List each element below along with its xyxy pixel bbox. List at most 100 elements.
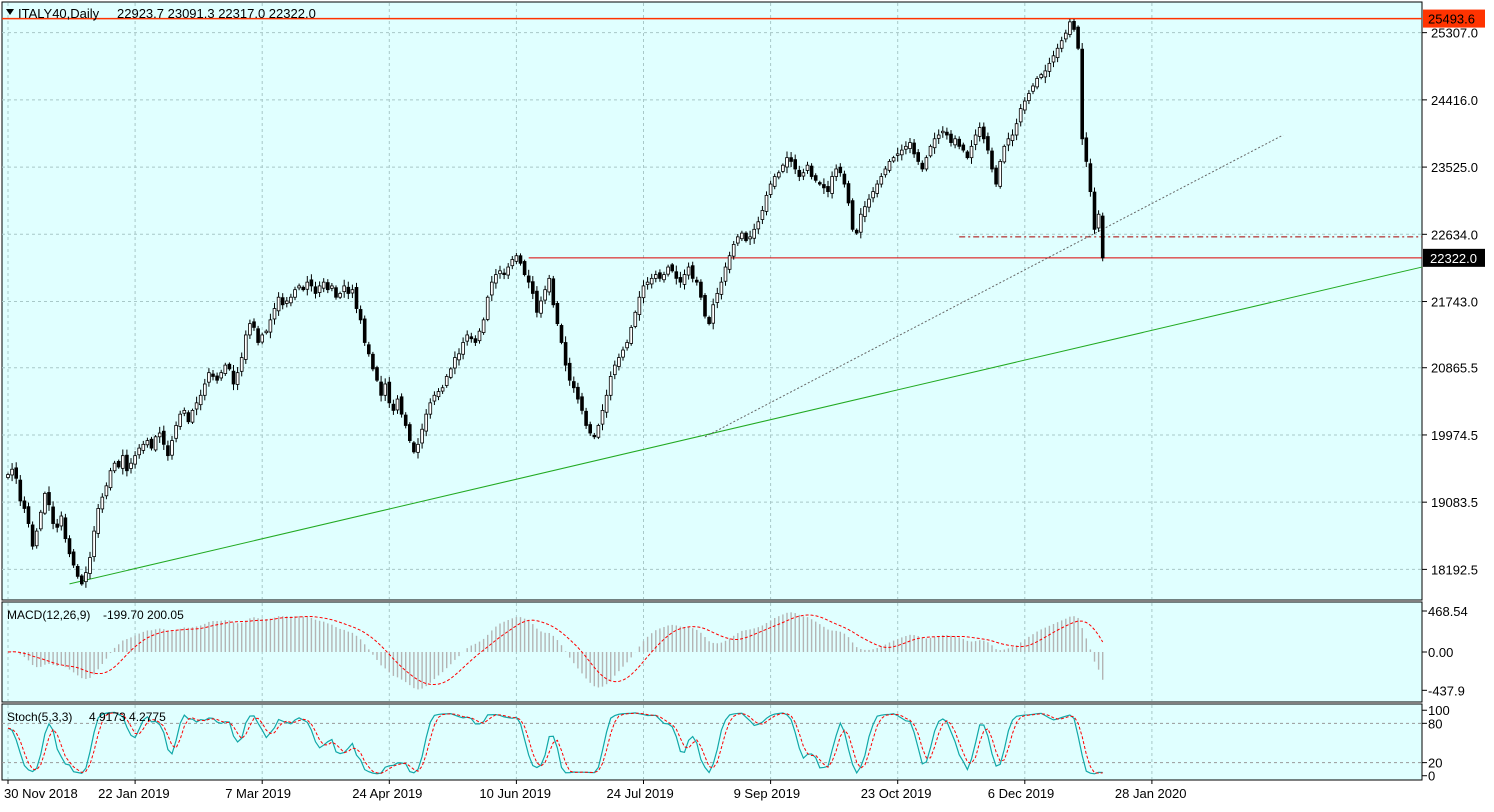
candle-body [92,530,96,558]
candle-body [465,334,469,342]
macd-axis-label: 468.54 [1428,604,1468,619]
candle-body [428,402,433,415]
candle-body [371,353,375,370]
candle-body [161,430,166,445]
candle-body [1068,21,1072,35]
candle-body [941,130,945,134]
candle-body [912,142,916,155]
candle-body [682,274,687,285]
candle-body [764,194,769,212]
candle-body [1072,21,1076,30]
candle-body [325,282,330,291]
candle-body [863,206,867,217]
price-axis-label: 18192.5 [1431,562,1478,577]
candle-body [649,277,654,285]
candle-body [358,309,363,321]
candle-body [1043,70,1048,78]
candle-body [194,402,199,410]
time-axis-label: 28 Jan 2020 [1115,786,1187,801]
candle-body [867,198,871,208]
candle-body [584,410,588,426]
stoch-panel-bg [1,703,1423,781]
candle-body [953,138,957,146]
candle-body [727,255,732,270]
candle-body [166,445,170,457]
candle-body [461,342,465,355]
candle-body [317,285,322,293]
candle-body [239,357,244,372]
candle-body [625,342,629,349]
macd-axis-label: 0.00 [1428,645,1453,660]
candle-body [875,183,879,194]
candle-body [252,321,256,328]
time-axis-label: 23 Oct 2019 [861,786,932,801]
candle-body [789,157,793,162]
candle-body [563,342,568,366]
candle-body [957,138,961,147]
candle-body [690,265,695,279]
candle-body [887,161,892,171]
candle-body [1018,108,1023,123]
candle-body [760,210,765,220]
candle-body [551,278,556,306]
candle-body [1014,123,1019,136]
candle-body [407,424,412,441]
grid-lines [2,3,1422,779]
candle-body [481,319,486,333]
candle-body [945,131,949,136]
candle-body [129,462,133,469]
candle-body [293,289,297,298]
candle-body [321,281,326,289]
candle-body [346,286,351,294]
candle-body [920,162,925,170]
candle-body [121,455,125,469]
candle-body [666,266,670,275]
candle-body [777,172,781,178]
collapse-triangle-icon[interactable] [6,9,14,15]
candle-body [330,285,334,289]
candle-body [1080,48,1085,140]
candle-body [731,244,736,257]
candle-body [22,500,27,509]
candle-body [243,334,248,360]
candle-body [1051,55,1056,63]
candle-body [781,164,785,172]
stoch-values: 4.9173 4.2775 [89,710,166,724]
candle-body [412,442,416,453]
candle-body [961,144,966,151]
candle-body [818,182,822,185]
candle-body [313,286,318,294]
candle-body [416,443,420,453]
candle-body [338,293,342,298]
dotted-trend-line [704,134,1284,438]
candle-body [645,281,650,285]
candle-body [473,338,478,343]
candle-body [809,165,814,177]
candle-body [211,373,215,377]
candle-body [850,200,855,230]
candle-body [633,311,638,327]
candle-body [96,508,101,534]
candle-body [1023,100,1027,111]
candle-body [1088,163,1093,193]
candle-body [932,138,937,149]
candle-body [994,167,998,185]
candle-body [526,275,531,283]
candle-body [403,414,408,426]
candle-body [436,391,441,398]
candle-body [202,383,207,396]
candle-body [547,277,551,293]
candle-body [1002,145,1007,163]
candle-body [969,145,974,159]
candle-body [924,157,929,170]
price-axis-label: 22634.0 [1431,227,1478,242]
candle-body [842,173,847,185]
candle-body [1064,32,1068,40]
candle-body [379,381,383,396]
candle-body [576,386,580,400]
candle-body [190,409,195,423]
candle-body [977,127,982,137]
candle-body [1059,40,1064,49]
candle-body [604,394,609,413]
